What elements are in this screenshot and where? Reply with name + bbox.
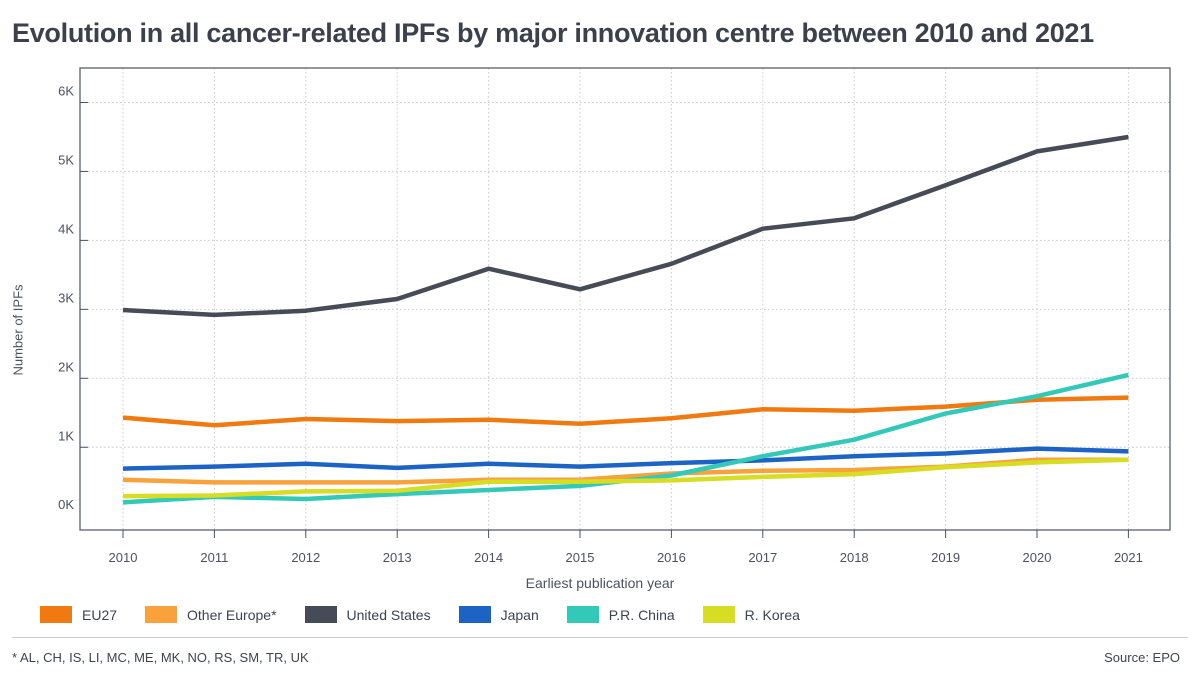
legend-label: United States: [346, 606, 431, 623]
y-axis-title-wrap: Number of IPFs: [4, 230, 32, 430]
legend: EU27 Other Europe* United States Japan P.R. …: [40, 606, 828, 623]
series-line-japan: [122, 446, 1129, 471]
legend-item-japan: Japan: [458, 606, 539, 623]
x-tick-label: 2017: [748, 550, 777, 565]
y-tick-label: 4K: [58, 221, 74, 236]
legend-swatch: [304, 606, 337, 623]
legend-swatch: [566, 606, 599, 623]
x-tick-label: 2016: [657, 550, 686, 565]
legend-label: Other Europe*: [187, 606, 277, 623]
series-line-eu27: [122, 395, 1129, 428]
legend-item-p-r-china: P.R. China: [566, 606, 675, 623]
x-tick-label: 2019: [931, 550, 960, 565]
legend-item-united-states: United States: [304, 606, 431, 623]
legend-swatch: [458, 606, 491, 623]
legend-label: R. Korea: [744, 606, 800, 623]
legend-item-other-europe: Other Europe*: [145, 606, 277, 623]
y-axis-title: Number of IPFs: [10, 284, 26, 376]
y-tick-label: 3K: [58, 290, 74, 305]
plot-frame: [79, 67, 1171, 531]
legend-label: P.R. China: [608, 606, 675, 623]
y-tick-label: 1K: [58, 428, 74, 443]
x-tick-label: 2018: [840, 550, 869, 565]
x-tick-label: 2020: [1023, 550, 1052, 565]
series-line-r-korea: [122, 457, 1129, 499]
x-axis-title: Earliest publication year: [525, 575, 675, 591]
legend-label: Japan: [500, 606, 539, 623]
source-note: Source: EPO: [1104, 650, 1180, 665]
x-tick-label: 2014: [474, 550, 503, 565]
series-line-united-states: [122, 134, 1129, 318]
legend-label: EU27: [82, 606, 118, 623]
y-tick-label: 5K: [58, 152, 74, 167]
series-lines: [122, 134, 1129, 505]
x-tick-label: 2010: [109, 550, 138, 565]
x-tick-label: 2015: [566, 550, 595, 565]
y-tick-label: 6K: [58, 83, 74, 98]
footnote: * AL, CH, IS, LI, MC, ME, MK, NO, RS, SM…: [12, 650, 309, 665]
x-axis-ticks: 2010 2011 2012 2013 2014 2015 2016 2017 2018 2019…: [109, 530, 1143, 565]
footer-divider: [12, 637, 1188, 638]
x-tick-label: 2012: [291, 550, 320, 565]
x-tick-label: 2013: [383, 550, 412, 565]
legend-swatch: [40, 606, 72, 623]
legend-item-r-korea: R. Korea: [702, 606, 800, 623]
y-tick-label: 2K: [58, 359, 74, 374]
y-axis-ticks: 0K 1K 2K 3K 4K 5K 6K: [58, 83, 88, 512]
legend-item-eu27: EU27: [40, 606, 117, 623]
chart-title: Evolution in all cancer-related IPFs by …: [12, 18, 1094, 48]
x-tick-label: 2011: [200, 550, 228, 565]
legend-swatch: [145, 606, 178, 623]
x-tick-label: 2021: [1114, 550, 1143, 565]
legend-swatch: [702, 606, 735, 623]
y-tick-label: 0K: [58, 497, 74, 512]
